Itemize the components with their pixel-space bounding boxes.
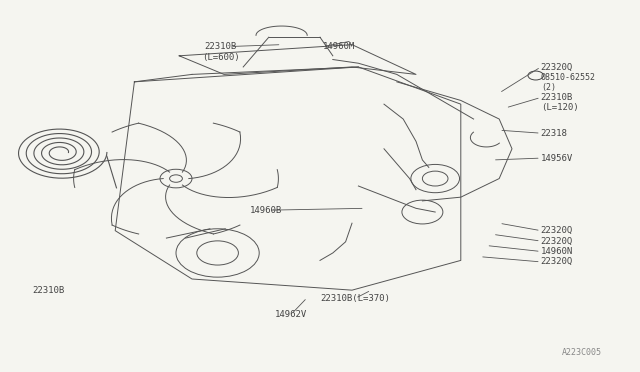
Text: 14960M: 14960M	[323, 42, 355, 51]
Text: (L=600): (L=600)	[202, 53, 239, 62]
Text: 14960N: 14960N	[541, 247, 573, 256]
Text: 14960B: 14960B	[250, 206, 282, 215]
Text: 08510-62552: 08510-62552	[541, 73, 596, 82]
Text: 14956V: 14956V	[541, 154, 573, 163]
Text: 22310B: 22310B	[32, 286, 64, 295]
Text: 22310B(L=370): 22310B(L=370)	[320, 294, 390, 303]
Text: 22320Q: 22320Q	[541, 62, 573, 71]
Text: A223C005: A223C005	[562, 348, 602, 357]
Text: (L=120): (L=120)	[541, 103, 579, 112]
Text: 22320Q: 22320Q	[541, 257, 573, 266]
Text: 22318: 22318	[541, 129, 568, 138]
Text: 14962V: 14962V	[275, 310, 307, 319]
Text: 22310B: 22310B	[541, 93, 573, 102]
Text: 22310B: 22310B	[205, 42, 237, 51]
Text: 22320Q: 22320Q	[541, 237, 573, 246]
Text: 22320Q: 22320Q	[541, 226, 573, 235]
Text: (2): (2)	[541, 83, 556, 92]
